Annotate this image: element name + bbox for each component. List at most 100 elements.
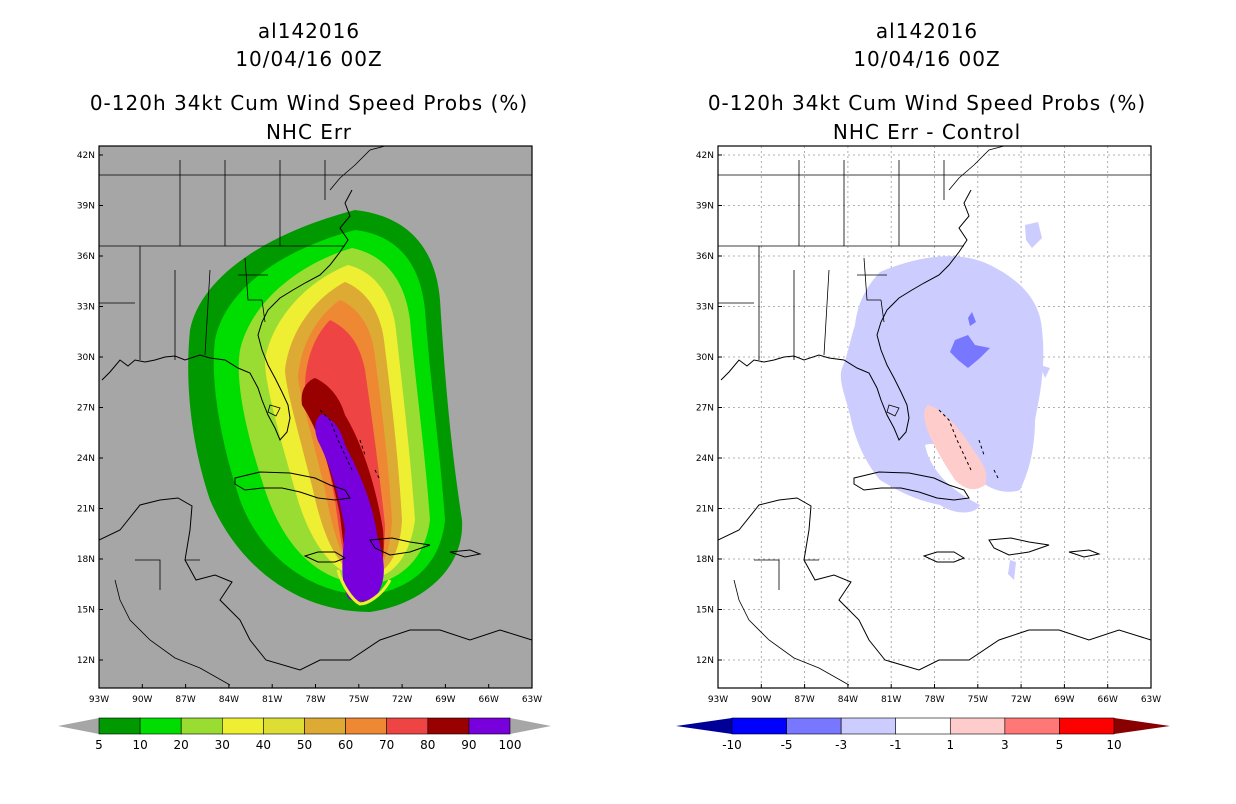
left-colorbar: 5 10 20 30 40 50 60 70 80 90 100 <box>58 717 551 752</box>
colorbar-label: -5 <box>781 738 793 752</box>
lat-label: 27N <box>77 404 95 414</box>
lat-label: 30N <box>696 353 714 363</box>
colorbar-cell <box>222 717 264 735</box>
lon-label: 72W <box>1011 695 1031 705</box>
lon-label: 66W <box>479 695 499 705</box>
left-title-line-1: al142016 <box>258 19 360 43</box>
colorbar-label: 10 <box>132 738 147 752</box>
colorbar-cell <box>1059 717 1115 735</box>
left-probability-contours <box>188 210 463 612</box>
lon-label: 90W <box>132 695 152 705</box>
colorbar-label: 5 <box>1056 738 1064 752</box>
colorbar-label: 70 <box>379 738 394 752</box>
colorbar-label: 30 <box>215 738 230 752</box>
colorbar-cell <box>180 717 223 735</box>
colorbar-label: 1 <box>946 738 954 752</box>
colorbar-label: -10 <box>722 738 742 752</box>
right-title-line-2: 10/04/16 00Z <box>853 47 1000 71</box>
lat-label: 33N <box>77 303 95 313</box>
lon-label: 84W <box>838 695 858 705</box>
right-map <box>718 146 1151 688</box>
lon-label: 78W <box>924 695 944 705</box>
colorbar-cell <box>304 717 346 735</box>
lat-label: 24N <box>696 454 714 464</box>
lat-label: 15N <box>77 606 95 616</box>
colorbar-cell <box>468 717 511 735</box>
lat-label: 30N <box>77 353 95 363</box>
left-title-line-2: 10/04/16 00Z <box>235 47 382 71</box>
colorbar-label: 40 <box>256 738 271 752</box>
right-tick-marks <box>717 154 1152 688</box>
left-panel: al142016 10/04/16 00Z 0-120h 34kt Cum Wi… <box>58 19 551 752</box>
right-lat-labels: 42N 39N 36N 33N 30N 27N 24N 21N 18N 15N 12N <box>696 151 714 666</box>
colorbar-cell <box>139 717 182 735</box>
left-map <box>99 146 532 688</box>
left-colorbar-end-right <box>510 718 551 734</box>
lat-label: 42N <box>77 151 95 161</box>
colorbar-cell <box>386 717 429 735</box>
colorbar-label: 50 <box>297 738 312 752</box>
right-difference-contours <box>840 222 1050 580</box>
colorbar-cell <box>98 717 141 735</box>
right-panel: al142016 10/04/16 00Z 0-120h 34kt Cum Wi… <box>676 19 1170 752</box>
colorbar-cell <box>840 717 897 735</box>
lat-label: 24N <box>77 454 95 464</box>
lon-label: 72W <box>392 695 412 705</box>
right-title-line-4: NHC Err - Control <box>833 120 1021 144</box>
left-lat-labels: 42N 39N 36N 33N 30N 27N 24N 21N 18N 15N 12N <box>77 151 95 666</box>
colorbar-cell <box>895 717 951 735</box>
lon-label: 87W <box>175 695 195 705</box>
colorbar-cell <box>1004 717 1060 735</box>
lon-label: 75W <box>968 695 988 705</box>
right-title-line-3: 0-120h 34kt Cum Wind Speed Probs (%) <box>708 91 1146 115</box>
lon-label: 87W <box>794 695 814 705</box>
colorbar-label: -1 <box>890 738 902 752</box>
lon-label: 90W <box>751 695 771 705</box>
lon-label: 66W <box>1098 695 1118 705</box>
colorbar-label: 90 <box>461 738 476 752</box>
left-colorbar-end-left <box>58 718 99 734</box>
colorbar-cell <box>949 717 1006 735</box>
lat-label: 15N <box>696 606 714 616</box>
lat-label: 33N <box>696 303 714 313</box>
lat-label: 39N <box>77 202 95 212</box>
colorbar-label: 3 <box>1001 738 1009 752</box>
lon-label: 81W <box>262 695 282 705</box>
lon-label: 78W <box>305 695 325 705</box>
colorbar-label: 100 <box>499 738 522 752</box>
lon-label: 63W <box>522 695 542 705</box>
lat-label: 21N <box>696 505 714 515</box>
lat-label: 18N <box>696 555 714 565</box>
colorbar-cell <box>427 717 470 735</box>
right-colorbar: -10 -5 -3 -1 1 3 5 10 <box>676 717 1170 752</box>
lat-label: 21N <box>77 505 95 515</box>
colorbar-label: 20 <box>174 738 189 752</box>
lon-label: 63W <box>1141 695 1161 705</box>
lat-label: 27N <box>696 404 714 414</box>
lat-label: 42N <box>696 151 714 161</box>
colorbar-label: -3 <box>835 738 847 752</box>
left-tick-marks <box>98 154 533 688</box>
colorbar-label: 80 <box>420 738 435 752</box>
lon-label: 93W <box>708 695 728 705</box>
colorbar-label: 10 <box>1106 738 1121 752</box>
colorbar-label: 5 <box>95 738 103 752</box>
lon-label: 81W <box>881 695 901 705</box>
lat-label: 39N <box>696 202 714 212</box>
left-lon-labels: 93W 90W 87W 84W 81W 78W 75W 72W 69W 66W 63W <box>89 695 542 705</box>
lat-label: 18N <box>77 555 95 565</box>
colorbar-cell <box>263 717 305 735</box>
colorbar-cell <box>786 717 842 735</box>
left-title-line-4: NHC Err <box>266 120 352 144</box>
right-title-line-1: al142016 <box>876 19 978 43</box>
colorbar-cell <box>731 717 787 735</box>
lon-label: 75W <box>349 695 369 705</box>
lon-label: 69W <box>1054 695 1074 705</box>
lon-label: 93W <box>89 695 109 705</box>
lon-label: 84W <box>219 695 239 705</box>
right-colorbar-end-right <box>1114 718 1170 734</box>
colorbar-cell <box>345 717 388 735</box>
lat-label: 36N <box>77 252 95 262</box>
right-colorbar-end-left <box>676 718 732 734</box>
